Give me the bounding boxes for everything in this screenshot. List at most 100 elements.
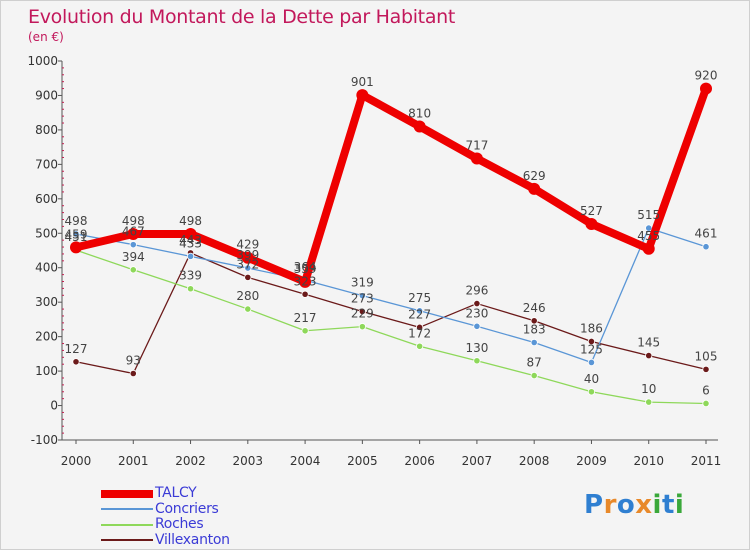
logo-letter: i bbox=[652, 490, 662, 520]
x-tick-label: 2008 bbox=[519, 454, 550, 468]
logo-letter: x bbox=[635, 490, 653, 520]
y-tick-label: 800 bbox=[35, 123, 58, 137]
data-label-concriers: 230 bbox=[465, 306, 488, 320]
chart-title: Evolution du Montant de la Dette par Hab… bbox=[28, 6, 456, 28]
data-label-concriers: 433 bbox=[179, 236, 202, 250]
data-label-roches: 87 bbox=[527, 356, 542, 370]
data-label-roches: 40 bbox=[584, 372, 599, 386]
data-label-concriers: 461 bbox=[695, 227, 718, 241]
data-label-talcy: 717 bbox=[465, 139, 488, 153]
data-label-talcy: 455 bbox=[637, 229, 660, 243]
data-point-villexanton bbox=[129, 369, 137, 378]
y-tick-label: 100 bbox=[35, 364, 58, 378]
data-label-talcy: 498 bbox=[122, 214, 145, 228]
data-point-talcy bbox=[413, 120, 426, 133]
x-tick-label: 2000 bbox=[61, 454, 92, 468]
y-tick-label: 400 bbox=[35, 261, 58, 275]
series-layer bbox=[70, 82, 712, 408]
data-point-villexanton bbox=[358, 307, 366, 316]
axes: -100 0 100 200 300 400 500 600 700 800 900 1000 2000… bbox=[27, 54, 721, 468]
data-label-talcy: 527 bbox=[580, 204, 603, 218]
data-point-talcy bbox=[299, 275, 312, 288]
series-line-talcy bbox=[72, 84, 710, 286]
x-tick-label: 2002 bbox=[175, 454, 206, 468]
data-point-talcy bbox=[700, 82, 712, 95]
logo-letter: t bbox=[661, 490, 675, 520]
data-label-villexanton: 186 bbox=[580, 321, 603, 335]
data-label-talcy: 810 bbox=[408, 106, 431, 120]
proxiti-logo: Proxiti bbox=[584, 490, 684, 520]
data-point-roches bbox=[129, 266, 137, 274]
logo-letter: i bbox=[674, 490, 685, 520]
y-tick-label: 700 bbox=[35, 157, 58, 171]
data-point-roches bbox=[416, 342, 424, 350]
data-point-roches bbox=[301, 327, 309, 335]
data-point-concriers bbox=[530, 338, 538, 347]
data-label-roches: 10 bbox=[641, 382, 656, 396]
data-label-roches: 217 bbox=[294, 311, 317, 325]
data-label-villexanton: 246 bbox=[523, 301, 546, 315]
data-point-talcy bbox=[241, 251, 254, 264]
data-point-villexanton bbox=[244, 273, 252, 281]
data-point-villexanton bbox=[473, 299, 481, 308]
data-label-concriers: 498 bbox=[65, 214, 88, 228]
x-tick-label: 2006 bbox=[404, 454, 435, 468]
x-tick-label: 2011 bbox=[691, 454, 722, 468]
data-label-villexanton: 145 bbox=[637, 336, 660, 350]
legend-swatch-roches bbox=[101, 523, 153, 526]
data-label-talcy: 429 bbox=[236, 238, 259, 252]
x-tick-label: 2004 bbox=[290, 454, 321, 468]
data-label-roches: 229 bbox=[351, 307, 374, 321]
data-label-talcy: 459 bbox=[65, 227, 88, 241]
y-tick-label: 0 bbox=[50, 399, 58, 413]
data-labels: 127 93 443 372 323 273 227 296 246 186 145 105 451 39… bbox=[65, 69, 718, 398]
data-label-roches: 451 bbox=[65, 230, 88, 244]
data-label-concriers: 125 bbox=[580, 342, 603, 356]
legend-swatch-concriers bbox=[101, 508, 153, 511]
data-label-roches: 280 bbox=[236, 289, 259, 303]
data-point-concriers bbox=[473, 322, 481, 330]
data-label-villexanton: 296 bbox=[465, 284, 488, 298]
legend-swatch-villexanton bbox=[101, 539, 153, 542]
data-point-talcy bbox=[184, 227, 197, 240]
x-tick-label: 2005 bbox=[347, 454, 378, 468]
data-label-villexanton: 105 bbox=[695, 349, 718, 363]
data-point-roches bbox=[530, 371, 538, 380]
y-tick-label: -100 bbox=[31, 433, 58, 447]
data-label-villexanton: 443 bbox=[179, 233, 202, 247]
x-tick-label: 2001 bbox=[118, 454, 149, 468]
data-label-talcy: 901 bbox=[351, 75, 374, 89]
data-label-concriers: 319 bbox=[351, 276, 374, 290]
data-point-villexanton bbox=[301, 290, 309, 298]
data-point-talcy bbox=[470, 152, 483, 165]
data-label-talcy: 498 bbox=[179, 214, 202, 228]
data-label-villexanton: 227 bbox=[408, 307, 431, 321]
data-point-roches bbox=[587, 388, 596, 396]
data-point-talcy bbox=[70, 241, 82, 254]
data-label-villexanton: 372 bbox=[236, 257, 259, 271]
data-point-concriers bbox=[186, 252, 195, 260]
data-label-concriers: 275 bbox=[408, 291, 431, 305]
legend-label-roches: Roches bbox=[155, 516, 204, 532]
data-point-villexanton bbox=[72, 358, 80, 366]
series-line-villexanton bbox=[75, 252, 707, 375]
data-label-concriers: 399 bbox=[236, 248, 259, 262]
data-point-roches bbox=[358, 323, 366, 331]
data-label-villexanton: 273 bbox=[351, 291, 374, 305]
data-point-roches bbox=[186, 285, 195, 293]
y-tick-label: 900 bbox=[35, 88, 58, 102]
y-tick-label: 300 bbox=[35, 295, 58, 309]
logo-letter: o bbox=[616, 490, 636, 520]
data-label-villexanton: 323 bbox=[294, 274, 317, 288]
data-point-talcy bbox=[127, 227, 140, 240]
legend-label-villexanton: Villexanton bbox=[155, 531, 230, 548]
logo-letter: r bbox=[603, 490, 617, 520]
x-tick-label: 2009 bbox=[576, 454, 607, 468]
data-point-concriers bbox=[72, 230, 80, 238]
data-point-concriers bbox=[702, 243, 710, 251]
data-point-villexanton bbox=[587, 337, 596, 346]
data-point-roches bbox=[645, 398, 653, 406]
data-label-roches: 130 bbox=[465, 341, 488, 355]
data-point-talcy bbox=[528, 182, 541, 195]
